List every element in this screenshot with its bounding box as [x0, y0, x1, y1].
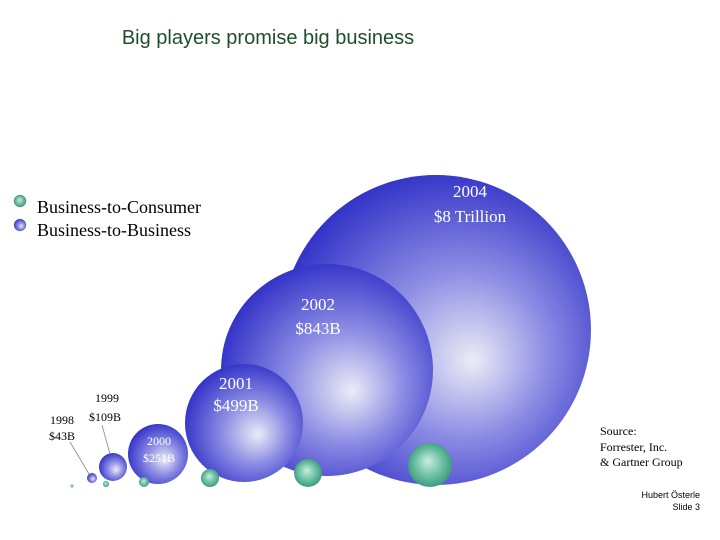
footer-slide: Slide 3	[672, 502, 700, 512]
bubble-b2c	[103, 481, 109, 487]
bubble-year: 1999	[95, 391, 119, 405]
bubble	[185, 364, 303, 482]
bubble-value: $251B	[143, 451, 175, 465]
source-text: & Gartner Group	[600, 455, 683, 469]
bubble-year: 2002	[301, 295, 335, 314]
bubble-year: 1998	[50, 413, 74, 427]
leader-line	[101, 424, 111, 455]
bubble-value: $843B	[295, 319, 340, 338]
legend-label: Business-to-Business	[37, 220, 191, 240]
bubble-b2c	[201, 469, 219, 487]
source-text: Source:	[600, 424, 637, 438]
leader-line	[69, 441, 90, 475]
bubble-year: 2004	[453, 182, 488, 201]
slide-title: Big players promise big business	[122, 27, 414, 49]
bubble-year: 2001	[219, 374, 253, 393]
bubble	[128, 424, 188, 484]
legend-swatch	[13, 218, 27, 232]
bubble-value: $499B	[213, 396, 258, 415]
bubble	[87, 473, 97, 483]
bubble-b2c	[408, 443, 452, 487]
bubble	[99, 453, 127, 481]
bubble-value: $8 Trillion	[434, 207, 507, 226]
bubble-value: $109B	[89, 410, 121, 424]
footer-author: Hubert Österle	[641, 490, 700, 500]
bubble-year: 2000	[147, 434, 171, 448]
bubble-value: $43B	[49, 429, 75, 443]
bubble-b2c	[139, 477, 149, 487]
bubble-b2c	[294, 459, 322, 487]
bubble-b2c	[70, 484, 74, 488]
source-text: Forrester, Inc.	[600, 440, 667, 454]
legend-label: Business-to-Consumer	[37, 197, 201, 217]
legend-swatch	[13, 194, 27, 208]
